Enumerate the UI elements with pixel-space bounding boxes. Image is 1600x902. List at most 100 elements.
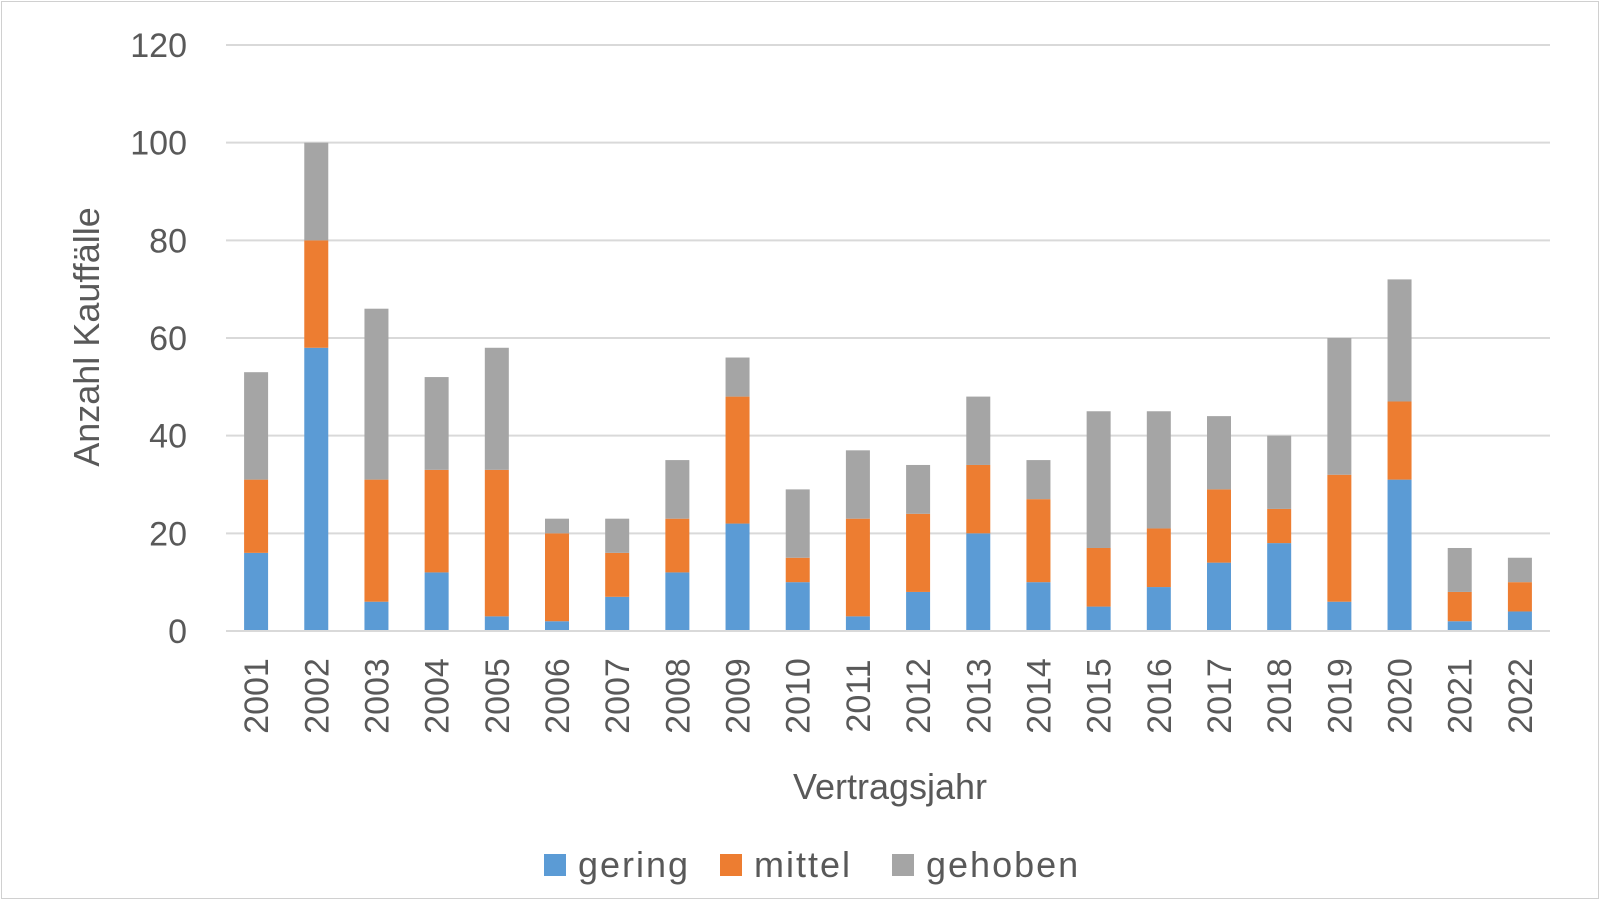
bar-mittel-2012 xyxy=(906,513,931,592)
legend-label-gering: gering xyxy=(578,844,690,885)
legend-label-gehoben: gehoben xyxy=(926,844,1080,885)
bar-gering-2002 xyxy=(304,347,329,631)
bar-gehoben-2016 xyxy=(1146,411,1171,529)
bar-mittel-2017 xyxy=(1207,489,1231,563)
bar-gehoben-2014 xyxy=(1026,460,1051,500)
legend: gering mittel gehoben xyxy=(544,844,1080,885)
y-tick-label: 40 xyxy=(149,418,187,456)
bar-gering-2015 xyxy=(1086,606,1111,631)
bar-gering-2003 xyxy=(364,601,389,631)
bar-gering-2010 xyxy=(785,582,810,631)
bar-gehoben-2015 xyxy=(1086,411,1111,548)
x-tick-label: 2013 xyxy=(960,658,998,734)
y-axis-ticks: 0 20 40 60 80 100 120 xyxy=(130,27,187,651)
bar-mittel-2016 xyxy=(1146,528,1171,588)
bar-mittel-2010 xyxy=(785,557,810,583)
bar-gering-2007 xyxy=(605,596,630,631)
x-tick-label: 2001 xyxy=(238,658,276,734)
y-axis-title: Anzahl Kauffälle xyxy=(66,207,107,467)
bar-gehoben-2017 xyxy=(1207,416,1231,490)
bar-mittel-2008 xyxy=(665,518,690,573)
x-tick-label: 2020 xyxy=(1382,658,1420,734)
x-tick-label: 2016 xyxy=(1141,658,1179,734)
x-tick-label: 2009 xyxy=(720,658,758,734)
bar-mittel-2002 xyxy=(304,240,329,348)
bar-mittel-2009 xyxy=(725,396,750,524)
bar-mittel-2014 xyxy=(1026,499,1051,583)
y-tick-label: 100 xyxy=(130,125,187,163)
bar-gering-2012 xyxy=(906,591,931,631)
x-tick-label: 2015 xyxy=(1081,658,1119,734)
y-tick-label: 0 xyxy=(168,613,187,651)
y-tick-label: 60 xyxy=(149,320,187,358)
bar-gering-2019 xyxy=(1327,601,1352,631)
x-tick-label: 2008 xyxy=(659,658,697,734)
bar-gehoben-2012 xyxy=(906,464,931,514)
bar-mittel-2005 xyxy=(484,469,509,617)
bar-gehoben-2007 xyxy=(605,518,630,553)
x-tick-label: 2022 xyxy=(1502,658,1540,734)
bar-gering-2017 xyxy=(1207,562,1231,631)
bar-gehoben-2006 xyxy=(545,518,569,534)
legend-swatch-gehoben xyxy=(892,854,914,876)
bar-gering-2008 xyxy=(665,572,690,631)
bar-mittel-2020 xyxy=(1387,401,1412,480)
bar-mittel-2013 xyxy=(966,464,991,534)
legend-swatch-gering xyxy=(544,854,566,876)
y-tick-label: 120 xyxy=(130,27,187,65)
x-tick-label: 2017 xyxy=(1201,658,1239,734)
bar-gehoben-2020 xyxy=(1387,279,1412,402)
bar-gehoben-2022 xyxy=(1507,557,1532,583)
bar-mittel-2003 xyxy=(364,479,389,602)
bar-mittel-2007 xyxy=(605,552,630,597)
bar-mittel-2021 xyxy=(1447,591,1472,622)
legend-swatch-mittel xyxy=(720,854,742,876)
x-tick-label: 2004 xyxy=(419,658,457,734)
bar-gehoben-2009 xyxy=(725,357,750,397)
bar-gering-2020 xyxy=(1387,479,1412,631)
bar-gering-2018 xyxy=(1267,543,1292,631)
bar-gering-2005 xyxy=(484,616,509,631)
bar-gering-2021 xyxy=(1447,621,1472,631)
bar-gehoben-2004 xyxy=(424,377,449,470)
x-tick-label: 2019 xyxy=(1321,658,1359,734)
bar-mittel-2004 xyxy=(424,469,449,573)
bar-gehoben-2019 xyxy=(1327,338,1352,475)
x-tick-label: 2005 xyxy=(479,658,517,734)
bar-gehoben-2001 xyxy=(244,372,269,480)
bar-gering-2006 xyxy=(545,621,569,631)
bar-gering-2009 xyxy=(725,523,750,631)
bar-gering-2022 xyxy=(1507,611,1532,631)
x-tick-label: 2012 xyxy=(900,658,938,734)
bar-mittel-2001 xyxy=(244,479,269,553)
x-tick-label: 2014 xyxy=(1020,658,1058,734)
x-tick-label: 2003 xyxy=(358,658,396,734)
x-tick-label: 2002 xyxy=(298,658,336,734)
bar-mittel-2022 xyxy=(1507,582,1532,612)
bar-mittel-2011 xyxy=(845,518,870,617)
gridlines xyxy=(226,44,1550,535)
bar-mittel-2018 xyxy=(1267,508,1292,544)
bars xyxy=(244,142,1532,631)
y-tick-label: 80 xyxy=(149,222,187,260)
x-tick-label: 2021 xyxy=(1442,658,1480,734)
legend-label-mittel: mittel xyxy=(754,844,852,885)
bar-gehoben-2011 xyxy=(845,450,870,519)
bar-gering-2011 xyxy=(845,616,870,631)
bar-gehoben-2021 xyxy=(1447,547,1472,592)
bar-gering-2001 xyxy=(244,552,269,631)
bar-gering-2004 xyxy=(424,572,449,631)
bar-gehoben-2008 xyxy=(665,460,690,519)
bar-gering-2013 xyxy=(966,533,991,631)
x-axis-ticks: 2001 2002 2003 2004 2005 2006 2007 2008 2009 2010… xyxy=(238,658,1540,734)
bar-gehoben-2010 xyxy=(785,489,810,558)
bar-mittel-2015 xyxy=(1086,547,1111,607)
bar-mittel-2019 xyxy=(1327,474,1352,602)
bar-gehoben-2005 xyxy=(484,347,509,470)
x-axis-title: Vertragsjahr xyxy=(793,766,987,807)
bar-gehoben-2002 xyxy=(304,142,329,241)
bar-gering-2016 xyxy=(1146,587,1171,631)
bar-gehoben-2018 xyxy=(1267,435,1292,509)
x-tick-label: 2007 xyxy=(599,658,637,734)
